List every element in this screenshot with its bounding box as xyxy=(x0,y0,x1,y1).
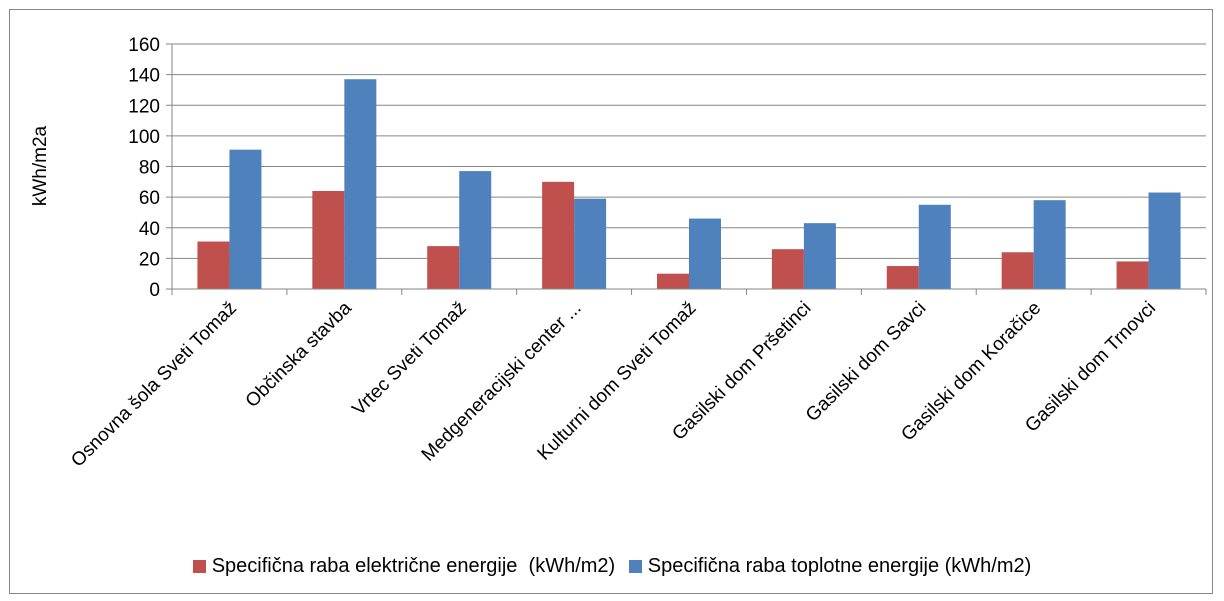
x-tick-label: Osnovna šola Sveti Tomaž xyxy=(67,298,241,472)
y-tick-label: 100 xyxy=(128,127,160,148)
bar-heat xyxy=(574,198,607,289)
bar-electric xyxy=(657,273,689,289)
bar-electric xyxy=(1116,261,1149,289)
bar-heat xyxy=(918,204,951,289)
bar-heat xyxy=(1148,192,1181,289)
bar-electric xyxy=(886,266,919,289)
y-tick-label: 40 xyxy=(139,219,160,240)
legend-label-heat: Specifična raba toplotne energije (kWh/m… xyxy=(647,555,1032,577)
axes xyxy=(171,44,1207,295)
bar-electric xyxy=(197,241,230,289)
bars xyxy=(197,79,1181,289)
y-tick-label: 60 xyxy=(139,188,160,209)
y-tick-label: 120 xyxy=(128,96,160,117)
x-tick-label: Vrtec Sveti Tomaž xyxy=(348,298,470,420)
chart-frame xyxy=(9,9,1213,594)
y-tick-labels: 0 20 40 60 80 100 120 140 160 xyxy=(128,35,160,301)
x-tick-label: Gasilski dom Trnovci xyxy=(1021,298,1160,437)
legend: Specifična raba električne energije (kWh… xyxy=(0,555,1224,579)
legend-item-electric: Specifična raba električne energije (kWh… xyxy=(192,555,616,578)
y-tick-label: 0 xyxy=(149,280,160,301)
bar-heat xyxy=(1033,200,1066,289)
bar-electric xyxy=(427,246,460,289)
bar-heat xyxy=(229,149,262,289)
bar-electric xyxy=(312,191,345,289)
bar-electric xyxy=(771,249,804,289)
legend-swatch-electric xyxy=(192,560,206,573)
bar-electric xyxy=(1001,252,1034,289)
bar-heat xyxy=(459,171,492,289)
legend-swatch-heat xyxy=(628,560,642,573)
x-tick-label: Gasilski dom Savci xyxy=(802,298,930,426)
y-tick-label: 20 xyxy=(139,249,160,270)
legend-label-electric: Specifična raba električne energije (kWh… xyxy=(211,555,616,577)
bar-electric xyxy=(542,181,575,289)
y-tick-label: 80 xyxy=(139,158,160,179)
y-tick-label: 160 xyxy=(128,35,160,56)
y-tick-label: 140 xyxy=(128,66,160,87)
bar-heat xyxy=(344,79,377,289)
x-tick-label: Občinska stavba xyxy=(242,297,356,411)
bar-heat xyxy=(689,218,721,289)
bar-heat xyxy=(803,223,836,289)
legend-item-heat: Specifična raba toplotne energije (kWh/m… xyxy=(628,555,1032,578)
x-tick-labels: Osnovna šola Sveti Tomaž Občinska stavbaV… xyxy=(67,297,1160,471)
y-axis-label: kWh/m2a xyxy=(30,125,51,206)
